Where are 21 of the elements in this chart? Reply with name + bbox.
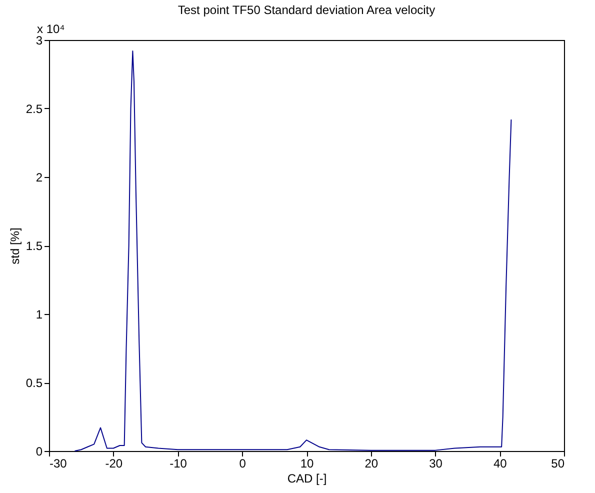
text: x 10⁴ [37,22,65,36]
x-tick-label: 10 [300,456,314,470]
y-tick-label: 2 [36,170,43,184]
line-series [74,50,512,452]
x-tick-label: -10 [170,456,188,470]
x-tick-label: 30 [429,456,443,470]
y-tick-label: 0.5 [26,376,43,390]
y-axis-title: std [%] [8,228,22,264]
y-tick-label: 2.5 [26,102,43,116]
y-tick-label: 0 [36,444,43,458]
y-tick-label: 1 [36,308,43,322]
x-tick-label: -30 [50,456,68,470]
x-tick-label: 50 [551,456,565,470]
x-tick-label: 20 [364,456,378,470]
x-tick-label: 0 [239,456,246,470]
y-tick-label: 3 [36,34,43,48]
x-axis-title: CAD [-] [287,472,327,486]
y-tick-label: 1.5 [26,239,43,253]
chart-title: Test point TF50 Standard deviation Area velocity [178,3,436,17]
x-tick-label: -20 [105,456,123,470]
x-tick-label: 40 [493,456,508,470]
